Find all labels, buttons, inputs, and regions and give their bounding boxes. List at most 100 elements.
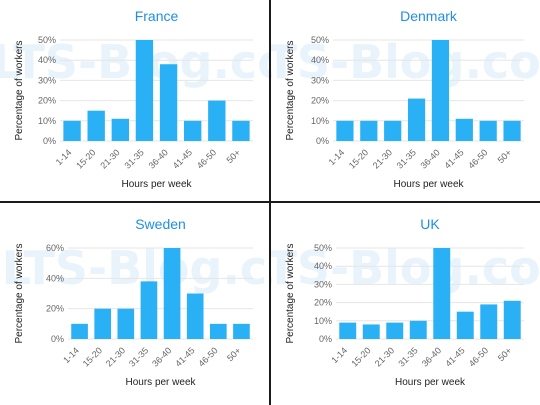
chart-title: France	[135, 8, 179, 24]
y-axis-label: Percentage of workers	[14, 40, 25, 140]
bar-46-50	[209, 323, 227, 339]
x-tick-label: 1-14	[329, 345, 349, 365]
bar-46-50	[479, 120, 497, 141]
chart-panel-france: IELTS-Blog.com0%10%20%30%40%50%1-1415-20…	[0, 0, 269, 201]
x-tick-label: 36-40	[147, 147, 170, 170]
x-axis-label: Hours per week	[125, 377, 196, 388]
bar-31-35	[409, 320, 427, 339]
bar-50	[233, 323, 250, 339]
y-tick-label: 0%	[43, 136, 56, 146]
watermark-text: IELTS-Blog.com	[0, 241, 269, 295]
chart-title: Sweden	[135, 216, 186, 232]
bar-41-45	[456, 311, 474, 339]
y-tick-label: 0%	[51, 334, 64, 344]
bar-chart-denmark: IELTS-Blog.com0%10%20%30%40%50%1-1415-20…	[271, 8, 540, 190]
chart-body: IELTS-Blog.com0%20%40%60%1-1415-2021-303…	[0, 216, 269, 388]
x-tick-label: 21-30	[371, 147, 394, 170]
y-tick-label: 40%	[38, 55, 56, 65]
x-tick-label: 31-35	[395, 147, 418, 170]
bar-chart-sweden: IELTS-Blog.com0%20%40%60%1-1415-2021-303…	[0, 216, 269, 388]
bar-15-20	[362, 324, 380, 339]
y-tick-label: 10%	[38, 116, 56, 126]
y-tick-label: 30%	[311, 75, 329, 85]
x-tick-label: 1-14	[54, 147, 74, 167]
bar-41-45	[455, 118, 473, 141]
chart-panel-denmark: IELTS-Blog.com0%10%20%30%40%50%1-1415-20…	[271, 0, 540, 201]
bar-chart-france: IELTS-Blog.com0%10%20%30%40%50%1-1415-20…	[0, 8, 269, 190]
x-tick-label: 41-45	[443, 345, 466, 368]
x-tick-label: 15-20	[349, 345, 372, 368]
y-tick-label: 0%	[316, 136, 329, 146]
bar-31-35	[407, 98, 426, 141]
bar-1-14	[339, 322, 357, 339]
x-tick-label: 15-20	[347, 147, 370, 170]
watermark-text: IELTS-Blog.com	[271, 241, 540, 295]
x-tick-label: 1-14	[327, 147, 347, 167]
chart-title: UK	[420, 216, 440, 232]
bar-41-45	[184, 120, 202, 141]
x-tick-label: 15-20	[74, 147, 97, 170]
y-tick-label: 40%	[311, 55, 329, 65]
y-tick-label: 50%	[38, 35, 56, 45]
bar-21-30	[386, 322, 404, 339]
y-tick-label: 20%	[314, 298, 332, 308]
y-tick-label: 50%	[314, 243, 332, 253]
bar-50	[503, 300, 521, 339]
chart-body: IELTS-Blog.com0%10%20%30%40%50%1-1415-20…	[0, 8, 269, 190]
x-tick-label: 31-35	[122, 147, 145, 170]
bar-21-30	[111, 118, 129, 141]
bar-15-20	[94, 308, 112, 339]
x-tick-label: 46-50	[466, 147, 489, 170]
bar-36-40	[431, 40, 450, 141]
x-tick-label: 1-14	[61, 345, 81, 365]
y-tick-label: 60%	[46, 243, 64, 253]
y-tick-label: 20%	[38, 96, 56, 106]
x-axis-label: Hours per week	[393, 179, 464, 190]
bar-15-20	[87, 110, 105, 141]
x-tick-label: 36-40	[418, 147, 441, 170]
x-tick-label: 36-40	[420, 345, 443, 368]
bar-chart-uk: IELTS-Blog.com 0% 10% 20% 30% 40% 50% 1-1415-20…	[271, 216, 540, 388]
chart-body: IELTS-Blog.com0%10%20%30%40%50%1-1415-20…	[271, 8, 540, 190]
y-tick-label: 10%	[311, 116, 329, 126]
bar-1-14	[336, 120, 354, 141]
bar-36-40	[163, 248, 181, 339]
bar-36-40	[159, 64, 178, 141]
y-tick-label: 20%	[46, 304, 64, 314]
x-tick-label: 50+	[496, 345, 514, 363]
y-tick-label: 40%	[46, 273, 64, 283]
x-tick-label: 46-50	[196, 345, 219, 368]
y-axis-label: Percentage of workers	[285, 40, 296, 140]
y-tick-label: 30%	[314, 279, 332, 289]
y-tick-label: 40%	[314, 261, 332, 271]
y-tick-label: 50%	[311, 35, 329, 45]
x-tick-label: 41-45	[442, 147, 465, 170]
x-tick-label: 46-50	[195, 147, 218, 170]
y-axis-label: Percentage of workers	[14, 243, 25, 343]
x-tick-label: 31-35	[127, 345, 150, 368]
bar-41-45	[186, 293, 204, 339]
chart-title: Denmark	[400, 8, 458, 24]
y-axis-label: Percentage of workers	[285, 243, 296, 343]
x-tick-label: 50+	[496, 147, 514, 165]
bar-1-14	[63, 120, 81, 141]
bar-31-35	[140, 281, 158, 339]
x-tick-label: 15-20	[81, 345, 104, 368]
x-tick-label: 21-30	[373, 345, 396, 368]
x-tick-label: 50+	[224, 147, 242, 165]
bar-46-50	[480, 304, 498, 339]
x-tick-label: 21-30	[104, 345, 127, 368]
y-tick-label: 30%	[38, 75, 56, 85]
x-tick-label: 36-40	[150, 345, 173, 368]
x-tick-label: 41-45	[171, 147, 194, 170]
chart-body: IELTS-Blog.com0%10%20%30%40%50%1-1415-20…	[271, 216, 540, 388]
bar-46-50	[208, 100, 226, 141]
chart-panel-sweden: IELTS-Blog.com0%20%40%60%1-1415-2021-303…	[0, 203, 269, 405]
x-tick-label: 41-45	[173, 345, 196, 368]
bar-50	[232, 120, 250, 141]
horizontal-divider	[0, 201, 540, 203]
bar-15-20	[360, 120, 378, 141]
y-tick-label: 0%	[319, 334, 332, 344]
chart-panel-uk: IELTS-Blog.com 0% 10% 20% 30% 40% 50% 1-1415-20…	[271, 203, 540, 405]
